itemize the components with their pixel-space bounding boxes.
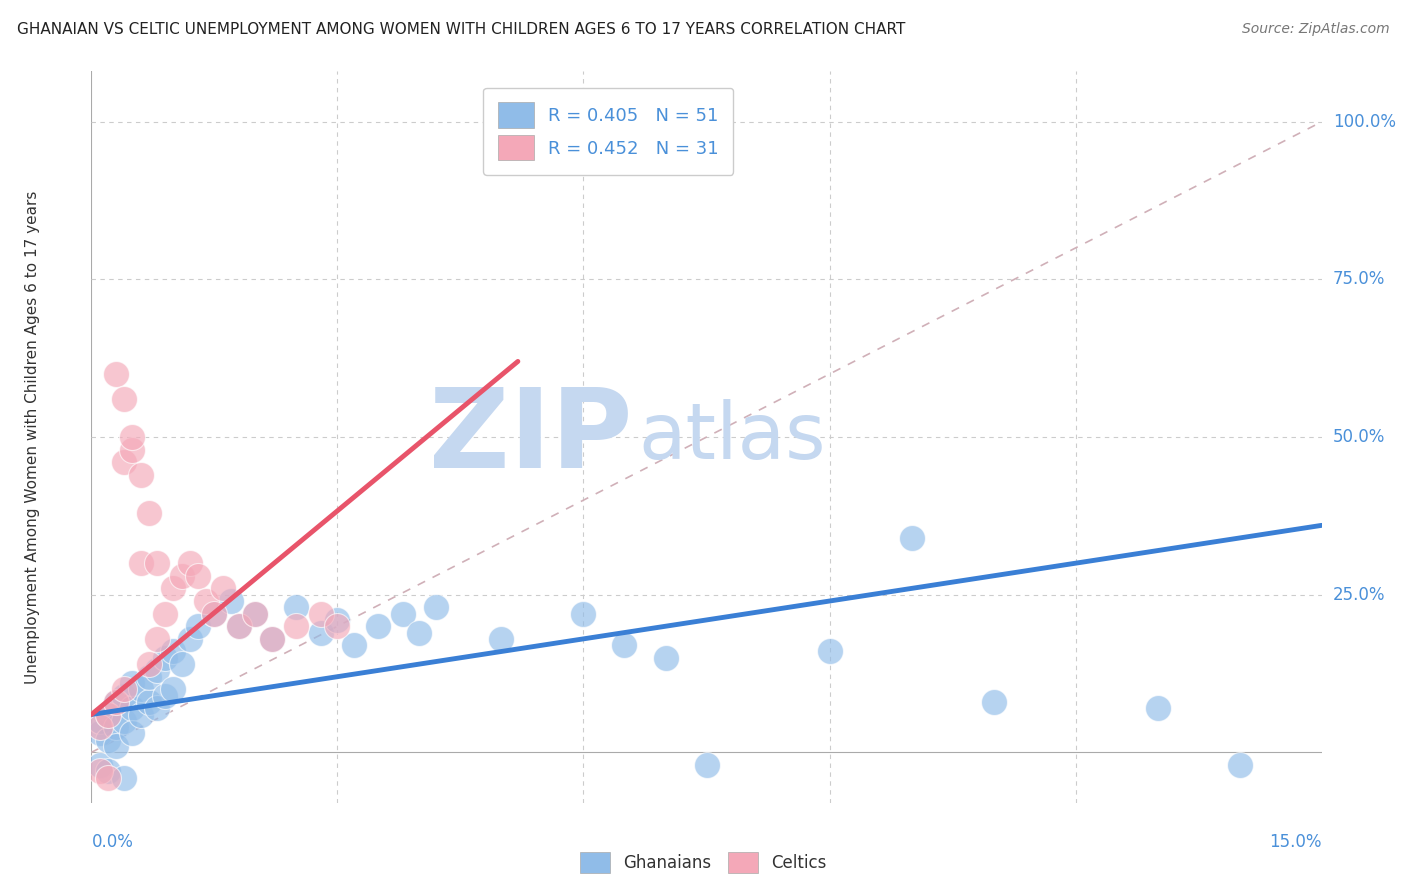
Point [187, 619, 209, 633]
Point [112, 392, 135, 407]
Point [1229, 758, 1251, 772]
Point [146, 632, 169, 646]
Point [121, 442, 143, 457]
Point [1146, 701, 1168, 715]
Point [613, 638, 636, 652]
Point [219, 594, 242, 608]
Point [153, 689, 177, 703]
Text: 15.0%: 15.0% [1270, 833, 1322, 851]
Point [285, 619, 308, 633]
Point [97, 707, 120, 722]
Point [195, 594, 218, 608]
Text: ZIP: ZIP [429, 384, 633, 491]
Point [112, 714, 135, 728]
Point [408, 625, 430, 640]
Point [309, 625, 332, 640]
Point [112, 455, 135, 469]
Point [170, 657, 193, 671]
Point [162, 582, 184, 596]
Legend: R = 0.405   N = 51, R = 0.452   N = 31: R = 0.405 N = 51, R = 0.452 N = 31 [484, 87, 733, 175]
Point [202, 607, 225, 621]
Point [326, 619, 349, 633]
Point [129, 556, 152, 570]
Point [138, 506, 160, 520]
Point [343, 638, 366, 652]
Point [491, 632, 513, 646]
Text: atlas: atlas [638, 399, 827, 475]
Point [105, 739, 127, 753]
Point [900, 531, 922, 545]
Point [162, 644, 184, 658]
Point [260, 632, 283, 646]
Point [228, 619, 250, 633]
Point [105, 367, 127, 381]
Point [285, 600, 308, 615]
Point [654, 650, 676, 665]
Point [121, 701, 143, 715]
Point [572, 607, 595, 621]
Point [129, 707, 152, 722]
Point [228, 619, 250, 633]
Legend: Ghanaians, Celtics: Ghanaians, Celtics [572, 846, 834, 880]
Point [89, 764, 111, 779]
Point [129, 682, 152, 697]
Point [105, 695, 127, 709]
Point [153, 650, 177, 665]
Point [138, 657, 160, 671]
Point [121, 726, 143, 740]
Point [89, 758, 111, 772]
Point [97, 764, 120, 779]
Point [367, 619, 389, 633]
Point [146, 556, 169, 570]
Text: 25.0%: 25.0% [1333, 586, 1385, 604]
Text: 75.0%: 75.0% [1333, 270, 1385, 288]
Point [153, 607, 177, 621]
Point [179, 632, 201, 646]
Point [146, 664, 169, 678]
Point [121, 430, 143, 444]
Text: 0.0%: 0.0% [91, 833, 134, 851]
Point [162, 682, 184, 697]
Point [202, 607, 225, 621]
Text: Unemployment Among Women with Children Ages 6 to 17 years: Unemployment Among Women with Children A… [25, 190, 39, 684]
Text: 50.0%: 50.0% [1333, 428, 1385, 446]
Point [97, 771, 120, 785]
Point [309, 607, 332, 621]
Point [245, 607, 267, 621]
Point [260, 632, 283, 646]
Point [138, 670, 160, 684]
Point [245, 607, 267, 621]
Point [138, 695, 160, 709]
Point [105, 720, 127, 734]
Point [211, 582, 233, 596]
Point [695, 758, 717, 772]
Point [89, 726, 111, 740]
Point [112, 689, 135, 703]
Point [105, 695, 127, 709]
Text: Source: ZipAtlas.com: Source: ZipAtlas.com [1241, 22, 1389, 37]
Point [983, 695, 1005, 709]
Point [121, 676, 143, 690]
Text: 100.0%: 100.0% [1333, 112, 1396, 131]
Point [146, 701, 169, 715]
Point [187, 569, 209, 583]
Point [89, 714, 111, 728]
Point [97, 732, 120, 747]
Point [112, 771, 135, 785]
Point [179, 556, 201, 570]
Text: GHANAIAN VS CELTIC UNEMPLOYMENT AMONG WOMEN WITH CHILDREN AGES 6 TO 17 YEARS COR: GHANAIAN VS CELTIC UNEMPLOYMENT AMONG WO… [17, 22, 905, 37]
Point [129, 467, 152, 482]
Point [89, 720, 111, 734]
Point [425, 600, 447, 615]
Point [326, 613, 349, 627]
Point [97, 707, 120, 722]
Point [392, 607, 415, 621]
Point [818, 644, 841, 658]
Point [170, 569, 193, 583]
Point [112, 682, 135, 697]
